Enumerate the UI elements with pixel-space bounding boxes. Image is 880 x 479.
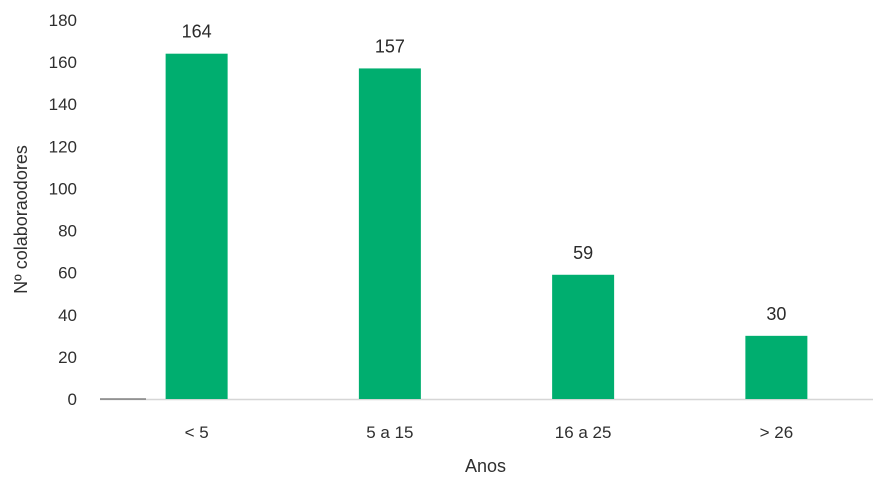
y-tick-label: 0 bbox=[68, 390, 77, 409]
x-axis-ticks: < 5 5 a 15 16 a 25 > 26 bbox=[185, 423, 794, 442]
bars bbox=[165, 53, 808, 399]
y-tick-label: 160 bbox=[49, 53, 77, 72]
y-tick-label: 60 bbox=[58, 264, 77, 283]
data-label: 157 bbox=[375, 36, 405, 56]
x-tick-label: 5 a 15 bbox=[366, 423, 413, 442]
bar bbox=[165, 53, 228, 399]
y-tick-label: 120 bbox=[49, 137, 77, 156]
y-tick-label: 80 bbox=[58, 222, 77, 241]
y-tick-label: 100 bbox=[49, 179, 77, 198]
x-axis-title: Anos bbox=[465, 456, 506, 476]
x-tick-label: 16 a 25 bbox=[555, 423, 612, 442]
data-label: 164 bbox=[182, 22, 212, 42]
y-axis-title: Nº colaboraodores bbox=[11, 145, 31, 294]
x-tick-label: > 26 bbox=[760, 423, 794, 442]
bar bbox=[358, 68, 421, 399]
bar bbox=[552, 274, 615, 399]
data-label: 30 bbox=[766, 304, 786, 324]
data-label: 59 bbox=[573, 243, 593, 263]
y-axis-ticks: 0 20 40 60 80 100 120 140 160 180 bbox=[49, 11, 77, 409]
x-tick-label: < 5 bbox=[185, 423, 209, 442]
y-tick-label: 20 bbox=[58, 348, 77, 367]
bar bbox=[745, 335, 808, 399]
y-tick-label: 180 bbox=[49, 11, 77, 30]
y-tick-label: 40 bbox=[58, 306, 77, 325]
data-labels: 164 157 59 30 bbox=[182, 22, 787, 324]
y-tick-label: 140 bbox=[49, 95, 77, 114]
